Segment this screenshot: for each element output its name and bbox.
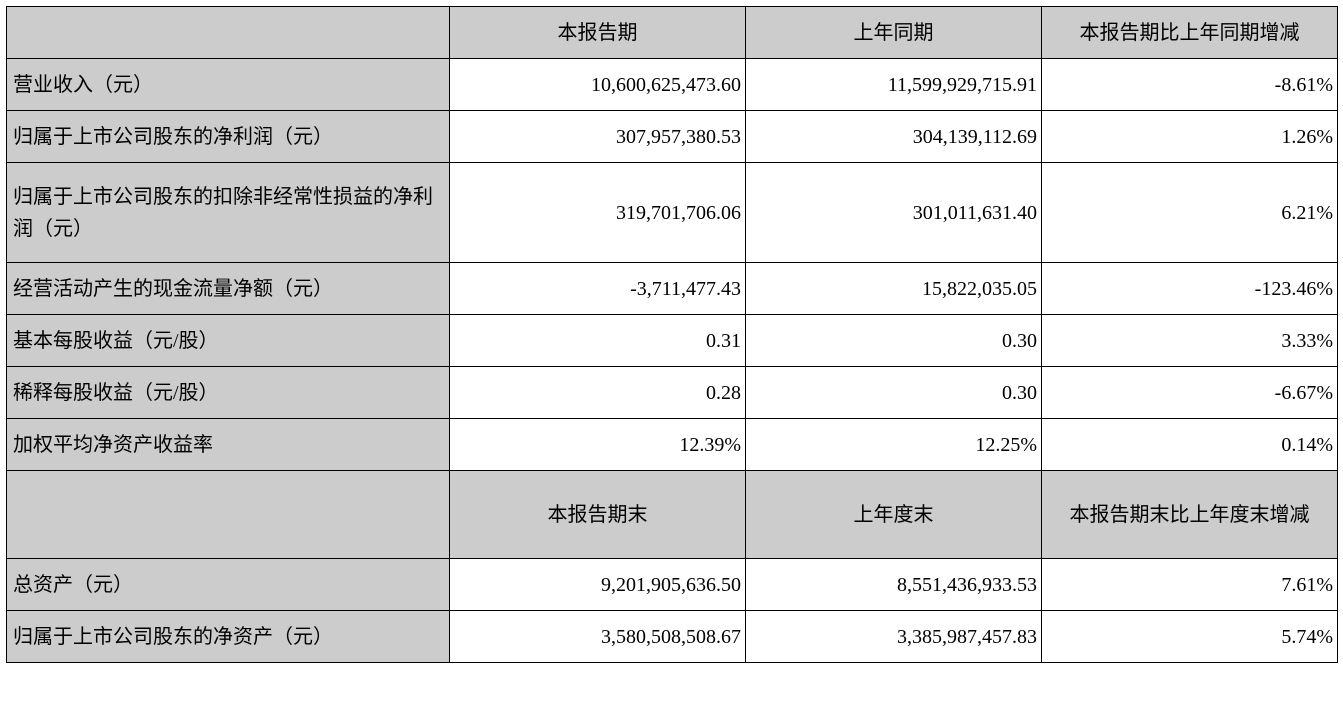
section1-blank-header — [7, 7, 450, 59]
section1-col-prior: 上年同期 — [746, 7, 1042, 59]
row-prior: 0.30 — [746, 367, 1042, 419]
table-row: 归属于上市公司股东的净利润（元） 307,957,380.53 304,139,… — [7, 111, 1338, 163]
section2-col-change: 本报告期末比上年度末增减 — [1042, 471, 1338, 559]
table-row: 基本每股收益（元/股） 0.31 0.30 3.33% — [7, 315, 1338, 367]
row-prior: 304,139,112.69 — [746, 111, 1042, 163]
row-label: 营业收入（元） — [7, 59, 450, 111]
table-row: 营业收入（元） 10,600,625,473.60 11,599,929,715… — [7, 59, 1338, 111]
table-row: 归属于上市公司股东的净资产（元） 3,580,508,508.67 3,385,… — [7, 611, 1338, 663]
row-change: 5.74% — [1042, 611, 1338, 663]
section1-col-change: 本报告期比上年同期增减 — [1042, 7, 1338, 59]
row-prior: 15,822,035.05 — [746, 263, 1042, 315]
row-current: 9,201,905,636.50 — [450, 559, 746, 611]
row-current: 3,580,508,508.67 — [450, 611, 746, 663]
table-row: 加权平均净资产收益率 12.39% 12.25% 0.14% — [7, 419, 1338, 471]
row-change: 0.14% — [1042, 419, 1338, 471]
row-label: 归属于上市公司股东的扣除非经常性损益的净利润（元） — [7, 163, 450, 263]
table-row: 稀释每股收益（元/股） 0.28 0.30 -6.67% — [7, 367, 1338, 419]
row-label: 总资产（元） — [7, 559, 450, 611]
section2-col-prior: 上年度末 — [746, 471, 1042, 559]
financial-summary-table: 本报告期 上年同期 本报告期比上年同期增减 营业收入（元） 10,600,625… — [6, 6, 1338, 663]
table-row: 经营活动产生的现金流量净额（元） -3,711,477.43 15,822,03… — [7, 263, 1338, 315]
table-row: 归属于上市公司股东的扣除非经常性损益的净利润（元） 319,701,706.06… — [7, 163, 1338, 263]
row-current: 12.39% — [450, 419, 746, 471]
row-change: 1.26% — [1042, 111, 1338, 163]
row-current: 10,600,625,473.60 — [450, 59, 746, 111]
row-prior: 3,385,987,457.83 — [746, 611, 1042, 663]
row-change: 3.33% — [1042, 315, 1338, 367]
table-row: 总资产（元） 9,201,905,636.50 8,551,436,933.53… — [7, 559, 1338, 611]
row-prior: 12.25% — [746, 419, 1042, 471]
row-change: -123.46% — [1042, 263, 1338, 315]
row-prior: 8,551,436,933.53 — [746, 559, 1042, 611]
row-current: -3,711,477.43 — [450, 263, 746, 315]
section2-col-current: 本报告期末 — [450, 471, 746, 559]
row-change: 7.61% — [1042, 559, 1338, 611]
row-label: 基本每股收益（元/股） — [7, 315, 450, 367]
row-label: 归属于上市公司股东的净利润（元） — [7, 111, 450, 163]
row-prior: 301,011,631.40 — [746, 163, 1042, 263]
section2-blank-header — [7, 471, 450, 559]
row-label: 稀释每股收益（元/股） — [7, 367, 450, 419]
row-change: -8.61% — [1042, 59, 1338, 111]
row-current: 307,957,380.53 — [450, 111, 746, 163]
row-prior: 0.30 — [746, 315, 1042, 367]
section1-col-current: 本报告期 — [450, 7, 746, 59]
section1-header-row: 本报告期 上年同期 本报告期比上年同期增减 — [7, 7, 1338, 59]
row-label: 加权平均净资产收益率 — [7, 419, 450, 471]
row-change: 6.21% — [1042, 163, 1338, 263]
row-label: 归属于上市公司股东的净资产（元） — [7, 611, 450, 663]
row-current: 0.31 — [450, 315, 746, 367]
section2-header-row: 本报告期末 上年度末 本报告期末比上年度末增减 — [7, 471, 1338, 559]
row-change: -6.67% — [1042, 367, 1338, 419]
row-current: 319,701,706.06 — [450, 163, 746, 263]
row-prior: 11,599,929,715.91 — [746, 59, 1042, 111]
row-current: 0.28 — [450, 367, 746, 419]
row-label: 经营活动产生的现金流量净额（元） — [7, 263, 450, 315]
